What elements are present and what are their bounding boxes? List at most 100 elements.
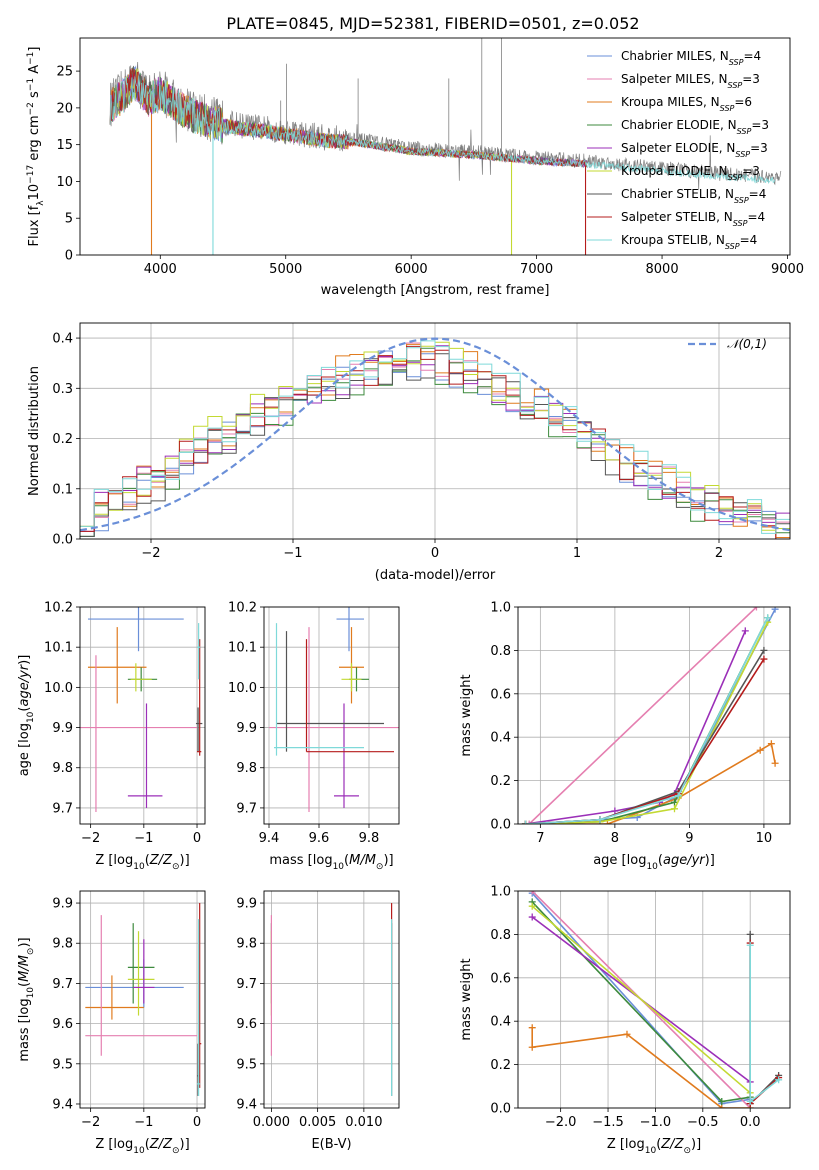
panel-mass-vs-Z: −2 −1 09.49.59.69.79.89.9Z [log10(Z/Z⊙)]ma… bbox=[17, 890, 206, 1156]
y-tick-label: 0.4 bbox=[490, 1015, 511, 1030]
label-part: 10 bbox=[27, 184, 42, 201]
legend-label: Kroupa ELODIE, N bbox=[621, 164, 728, 178]
y-tick-label: 0.2 bbox=[490, 774, 511, 789]
weight-line bbox=[528, 607, 758, 824]
weight-line bbox=[531, 905, 751, 1094]
weight-marker bbox=[771, 759, 779, 767]
weight-marker bbox=[746, 941, 754, 949]
y-tick-label: 9.7 bbox=[52, 977, 73, 992]
x-tick-label: −1 bbox=[283, 546, 302, 561]
legend-entry: Kroupa MILES, NSSP=6 bbox=[621, 95, 752, 113]
weight-line bbox=[531, 901, 751, 1103]
label-part: Z [log bbox=[607, 1137, 645, 1152]
legend-count: =3 bbox=[750, 141, 768, 155]
x-axis-label: Z [log10(Z/Z⊙)] bbox=[607, 1137, 701, 1156]
weight-marker bbox=[718, 1097, 726, 1105]
label-part: Flux [f bbox=[27, 205, 42, 246]
plot-area bbox=[269, 607, 399, 812]
x-tick-label: −1 bbox=[134, 1115, 153, 1130]
legend-entry: Salpeter ELODIE, NSSP=3 bbox=[621, 141, 768, 159]
weight-marker bbox=[767, 740, 775, 748]
x-tick-label: 7000 bbox=[520, 262, 553, 277]
label-part: Z [log bbox=[95, 853, 133, 868]
x-tick-label: 1 bbox=[573, 546, 581, 561]
x-tick-label: 0.000 bbox=[253, 1115, 290, 1130]
legend-entry: Salpeter STELIB, NSSP=4 bbox=[621, 210, 765, 228]
x-axis-label: (data-model)/error bbox=[375, 568, 496, 583]
label-part: erg cm bbox=[27, 115, 42, 164]
weight-marker bbox=[611, 807, 619, 815]
label-part: )] bbox=[691, 1137, 701, 1152]
legend-count: =4 bbox=[740, 233, 758, 247]
legend-label: Salpeter ELODIE, N bbox=[621, 141, 735, 155]
axes-frame bbox=[263, 890, 400, 1109]
legend-sub: SSP bbox=[729, 58, 744, 67]
panel-residual-hist: −2 −1 0 1 2 0.0 0.1 0.2 0.3 0.4 (data-model)/error… bbox=[27, 322, 791, 583]
weight-marker bbox=[775, 1076, 783, 1084]
plot-area bbox=[270, 903, 393, 1096]
weight-marker bbox=[760, 655, 768, 663]
label-part: ( bbox=[344, 853, 349, 868]
x-tick-label: −1.0 bbox=[640, 1115, 672, 1130]
legend-sub: SSP bbox=[737, 127, 752, 136]
legend-label: Kroupa STELIB, N bbox=[621, 233, 725, 247]
y-tick-label: 9.9 bbox=[52, 897, 73, 912]
legend-sub: SSP bbox=[734, 196, 749, 205]
weight-line bbox=[525, 658, 765, 824]
weight-marker bbox=[623, 1030, 631, 1038]
x-tick-label: 9.4 bbox=[259, 831, 280, 846]
label-part: ⊙ bbox=[26, 948, 36, 956]
x-tick-label: 9000 bbox=[771, 262, 804, 277]
plot-area bbox=[80, 337, 790, 539]
label-part: mass [log bbox=[269, 853, 332, 868]
y-tick-label: 9.8 bbox=[52, 761, 73, 776]
x-tick-label: −1 bbox=[134, 831, 153, 846]
label-part: age/yr bbox=[17, 663, 32, 706]
weight-line bbox=[525, 617, 769, 824]
y-tick-label: 0.1 bbox=[52, 482, 73, 497]
label-part: Z/Z bbox=[149, 1137, 173, 1152]
y-tick-label: 1.0 bbox=[490, 601, 511, 616]
panel-spectrum: 4000 5000 6000 7000 8000 9000 0 5 10 15 20 25 wavele… bbox=[26, 37, 804, 298]
y-tick-label: 0.0 bbox=[490, 1102, 511, 1117]
legend-label: Chabrier STELIB, N bbox=[621, 187, 734, 201]
label-part: )] bbox=[17, 937, 32, 947]
y-tick-label: 10.1 bbox=[44, 641, 73, 656]
y-tick-label: 1.0 bbox=[490, 885, 511, 900]
y-tick-label: 0.8 bbox=[490, 644, 511, 659]
legend-label: Salpeter STELIB, N bbox=[621, 210, 733, 224]
label-part: ⊙ bbox=[172, 862, 180, 872]
y-tick-label: 0.2 bbox=[52, 432, 73, 447]
y-axis-label: mass [log10(M/M⊙)] bbox=[17, 937, 36, 1061]
label-part: M/M bbox=[17, 955, 32, 982]
legend-count: =6 bbox=[734, 95, 752, 109]
label-part: ⊙ bbox=[376, 862, 384, 872]
x-axis-label: E(B-V) bbox=[311, 1137, 351, 1152]
legend-count: =4 bbox=[747, 210, 765, 224]
x-tick-label: 2 bbox=[715, 546, 723, 561]
label-part: 10 bbox=[133, 1146, 145, 1156]
legend-sub: SSP bbox=[733, 219, 748, 228]
y-tick-label: 0.2 bbox=[490, 1058, 511, 1073]
panel-age-vs-Z: −2 −1 09.79.89.910.010.110.2Z [log10(Z/Z⊙)… bbox=[17, 601, 206, 872]
label-part: age [log bbox=[17, 723, 32, 776]
figure-title: PLATE=0845, MJD=52381, FIBERID=0501, z=0… bbox=[226, 14, 639, 33]
x-tick-label: 8000 bbox=[646, 262, 679, 277]
legend-sub: SSP bbox=[725, 242, 740, 251]
axes-frame bbox=[79, 606, 206, 825]
weight-marker bbox=[596, 816, 604, 824]
x-axis-label: age [log10(age/yr)] bbox=[593, 853, 715, 872]
y-tick-label: 15 bbox=[56, 138, 73, 153]
label-part: ( bbox=[656, 1137, 661, 1152]
y-axis-label: Normed distribution bbox=[27, 366, 42, 496]
histogram-step bbox=[80, 345, 790, 539]
label-part: )] bbox=[17, 655, 32, 665]
label-part: )] bbox=[180, 1137, 190, 1152]
label-part: 10 bbox=[26, 711, 36, 723]
y-tick-label: 10.2 bbox=[44, 601, 73, 616]
plot-area bbox=[521, 607, 779, 824]
y-axis-label: mass weight bbox=[459, 674, 474, 756]
legend-label: Kroupa MILES, N bbox=[621, 95, 720, 109]
x-tick-label: 10 bbox=[756, 831, 773, 846]
legend-label: Salpeter MILES, N bbox=[621, 72, 728, 86]
